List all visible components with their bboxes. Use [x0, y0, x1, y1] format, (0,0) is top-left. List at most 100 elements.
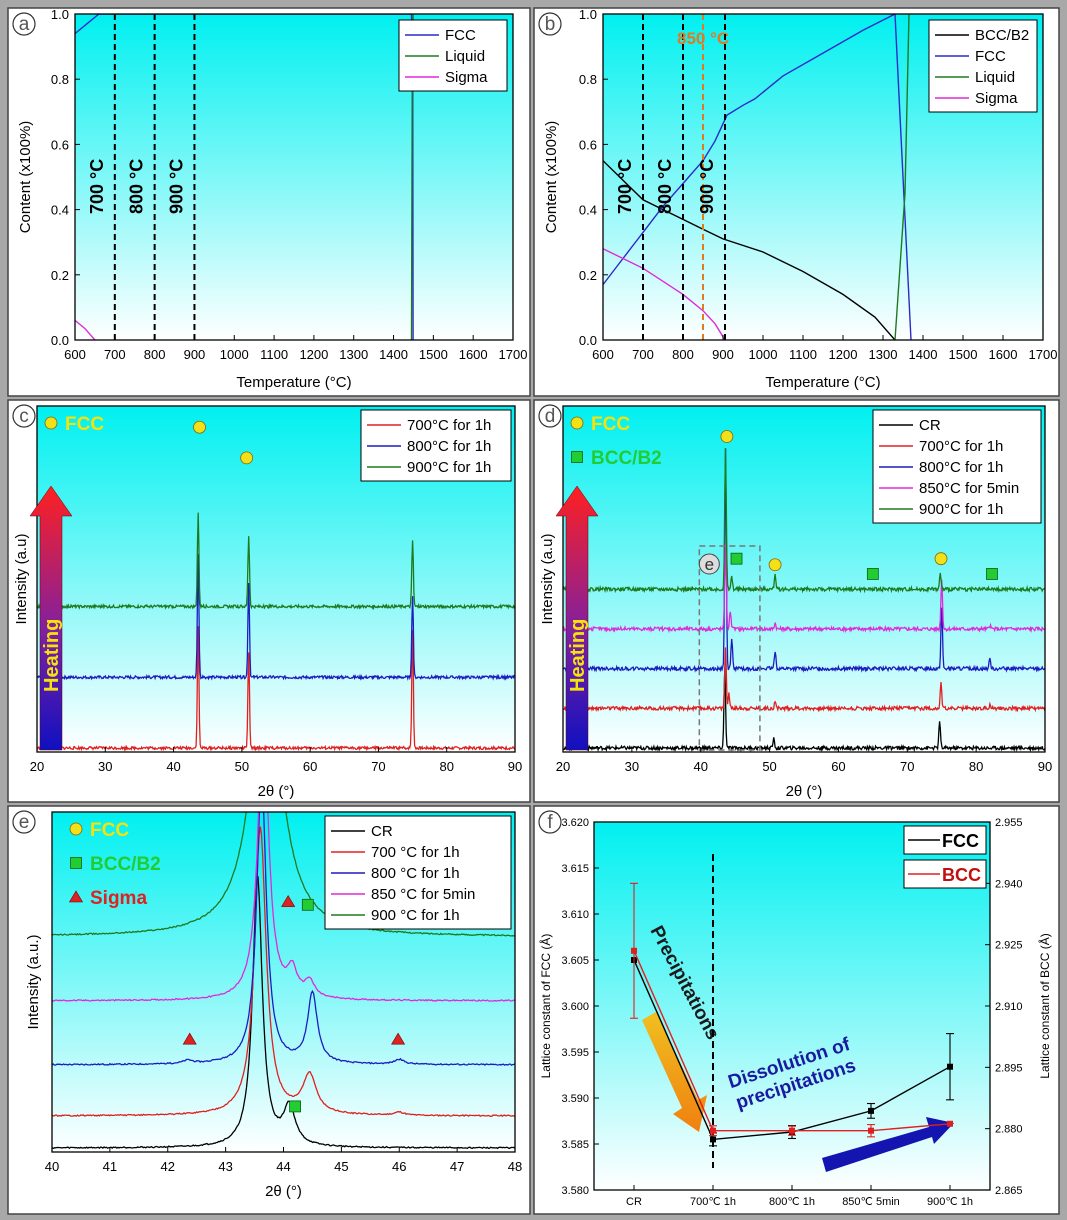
x-tick-label: 1100 [789, 347, 817, 362]
y-tick-label: 0.8 [579, 72, 597, 87]
x-tick-label: 90 [508, 759, 522, 774]
panel-label-f: f [538, 810, 562, 834]
temperature-marker-label: 700 °C [615, 159, 635, 214]
x-tick-label: 70 [371, 759, 385, 774]
legend-entry: CR [919, 417, 941, 434]
y-tick-label: 0.2 [579, 268, 597, 283]
x-tick-label: 900℃ 1h [927, 1196, 973, 1208]
heating-arrow-label: Heating [567, 619, 589, 692]
panel-label-circle [12, 810, 36, 834]
x-axis-label: 2θ (°) [265, 1183, 302, 1200]
y-tick-label: 3.605 [561, 955, 589, 967]
y-axis-label: Intensity (a.u) [13, 534, 30, 625]
x-axis-label: Temperature (°C) [765, 374, 880, 391]
y-tick-label: 0.0 [51, 333, 69, 348]
y-axis-label: Intensity (a.u.) [25, 934, 42, 1029]
x-tick-label: 1200 [299, 347, 328, 362]
y-tick-label: 3.600 [561, 1001, 589, 1013]
panel-label-text: d [545, 406, 556, 427]
y2-tick-label: 2.925 [995, 940, 1023, 952]
marker-legend: FCC BCC/B2 [570, 414, 662, 469]
temperature-marker-label: 900 °C [697, 159, 717, 214]
legend-entry: 850 °C for 5min [371, 886, 475, 903]
inset-label-e: e [698, 553, 720, 575]
marker-legend-symbol [44, 416, 58, 430]
peak-marker-square [986, 568, 998, 580]
x-tick-label: 1400 [379, 347, 408, 362]
legend-entry: 800°C for 1h [919, 459, 1003, 476]
pattern-800-c-for-1h [52, 812, 515, 1066]
y-tick-label: 0.8 [51, 72, 69, 87]
legend-entry: BCC [942, 865, 981, 885]
x-tick-label: 800 [672, 347, 694, 362]
x-tick-label: 70 [900, 759, 914, 774]
x-tick-label: 1300 [339, 347, 368, 362]
x-tick-label: 80 [969, 759, 983, 774]
pattern-700-c-for-1h [37, 626, 515, 752]
y-axis-label: Content (x100%) [17, 121, 34, 234]
heating-arrow: Heating [555, 485, 599, 751]
legend: BCC/B2 FCC Liquid Sigma [928, 19, 1038, 113]
panel-label-d: d [538, 404, 562, 428]
pattern-800-c-for-1h [563, 448, 1045, 673]
inset-label-text: e [705, 555, 714, 574]
panel-label-b: b [538, 12, 562, 36]
x-tick-label: 1700 [1029, 347, 1058, 362]
x-tick-label: 900 [712, 347, 734, 362]
series-line-fcc [603, 14, 912, 340]
y-axis-label: Content (x100%) [543, 121, 560, 234]
x-axis-label: 2θ (°) [258, 783, 295, 800]
panel-b-axes-box [602, 13, 1044, 341]
panel-a-axes-box [74, 13, 514, 341]
x-tick-label: 48 [508, 1159, 522, 1174]
x-tick-label: 1600 [459, 347, 488, 362]
panel-label-text: a [19, 14, 30, 35]
data-point-bcc [868, 1127, 874, 1134]
x-tick-label: 700 [632, 347, 654, 362]
marker-legend-label: FCC [591, 414, 630, 435]
x-tick-label: 600 [64, 347, 86, 362]
x-tick-label: 43 [218, 1159, 232, 1174]
peak-marker-triangle [281, 895, 296, 907]
y-tick-label: 0.0 [579, 333, 597, 348]
data-point-bcc [947, 1120, 953, 1127]
data-point-fcc [868, 1107, 874, 1114]
legend-entry: 850°C for 5min [919, 480, 1019, 497]
x-tick-label: 44 [276, 1159, 290, 1174]
temperature-marker-label: 900 °C [166, 159, 186, 214]
heating-arrow: Heating [29, 485, 73, 751]
x-tick-label: 20 [30, 759, 44, 774]
legend-entry: Liquid [445, 48, 485, 65]
panel-label-text: c [19, 406, 29, 427]
precipitation-arrow-shape [642, 1012, 707, 1132]
series-line-bcc-b2 [603, 160, 896, 340]
legend-entry: FCC [942, 831, 979, 851]
x-tick-label: 40 [693, 759, 707, 774]
y-axis-label: Lattice constant of FCC (Å) [538, 934, 553, 1079]
marker-legend: FCC [44, 414, 104, 435]
x-tick-label: 1200 [829, 347, 858, 362]
y-axis-label: Intensity (a.u) [539, 534, 556, 625]
data-point-fcc [947, 1063, 953, 1070]
peak-marker-circle [934, 552, 948, 566]
legend-entry: 700°C for 1h [407, 417, 491, 434]
y-tick-label: 0.6 [579, 137, 597, 152]
pattern-cr [563, 668, 1045, 752]
series-line-sigma [75, 319, 96, 340]
x-tick-label: 1500 [419, 347, 448, 362]
x-tick-label: 50 [235, 759, 249, 774]
panel-c-axes-box [36, 405, 516, 753]
x-tick-label: 60 [303, 759, 317, 774]
x-tick-label: 41 [103, 1159, 117, 1174]
legend: CR 700°C for 1h 800°C for 1h 850°C for 5min… [872, 409, 1042, 524]
series-line-sigma [603, 248, 726, 340]
marker-legend-symbol [69, 822, 83, 836]
x-tick-label: 1700 [499, 347, 528, 362]
marker-legend-symbol [68, 890, 84, 903]
y-tick-label: 1.0 [51, 7, 69, 22]
x-tick-label: 30 [625, 759, 639, 774]
peak-marker-circle [240, 451, 254, 465]
legend: 700°C for 1h 800°C for 1h 900°C for 1h [360, 409, 512, 482]
data-point-bcc [710, 1127, 716, 1134]
x-tick-label: 50 [762, 759, 776, 774]
